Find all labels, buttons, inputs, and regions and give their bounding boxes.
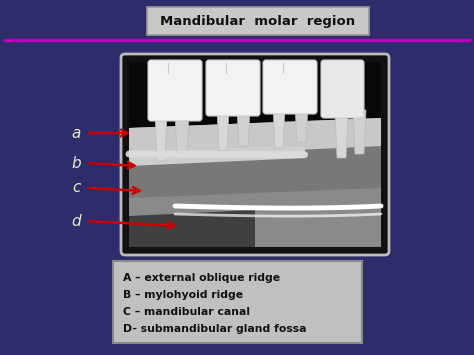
Text: b: b [71, 155, 81, 170]
FancyBboxPatch shape [121, 54, 389, 255]
Text: C – mandibular canal: C – mandibular canal [123, 307, 250, 317]
FancyBboxPatch shape [263, 60, 317, 114]
Polygon shape [129, 146, 381, 216]
FancyBboxPatch shape [147, 7, 369, 35]
Polygon shape [217, 108, 229, 150]
Polygon shape [295, 106, 308, 142]
FancyBboxPatch shape [321, 60, 364, 118]
Polygon shape [129, 118, 381, 163]
Polygon shape [129, 118, 381, 247]
Text: a: a [71, 126, 81, 141]
Polygon shape [129, 210, 255, 247]
Text: c: c [72, 180, 80, 196]
Polygon shape [129, 146, 305, 166]
Text: B – mylohyoid ridge: B – mylohyoid ridge [123, 290, 243, 300]
Polygon shape [237, 108, 250, 146]
Text: d: d [71, 213, 81, 229]
FancyBboxPatch shape [113, 261, 362, 343]
Polygon shape [155, 113, 167, 161]
Polygon shape [273, 106, 285, 148]
FancyBboxPatch shape [148, 60, 202, 121]
Bar [129, 62, 381, 132]
Polygon shape [335, 110, 348, 158]
Polygon shape [129, 188, 381, 247]
FancyBboxPatch shape [206, 60, 260, 116]
Text: D- submandibular gland fossa: D- submandibular gland fossa [123, 324, 307, 334]
Text: A – external oblique ridge: A – external oblique ridge [123, 273, 280, 283]
Polygon shape [175, 113, 189, 153]
Polygon shape [353, 110, 366, 154]
Text: Mandibular  molar  region: Mandibular molar region [160, 15, 356, 27]
